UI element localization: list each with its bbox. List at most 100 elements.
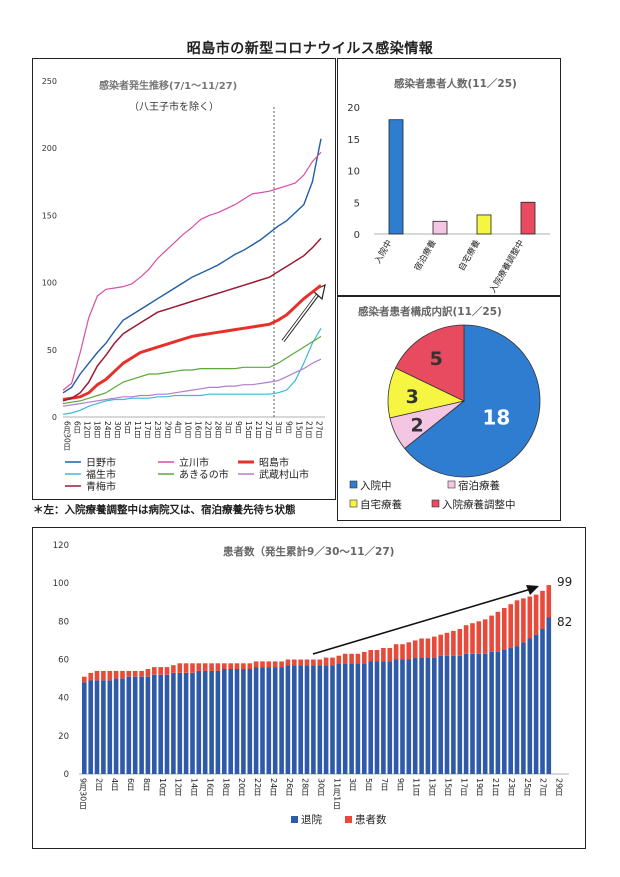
bar-patients — [241, 663, 246, 669]
bar-chart-panel: 感染者患者人数(11／25) 0 5 10 15 20 入院中 宿泊療養 自宅療養 入院療養調整中 — [337, 58, 561, 296]
bar-discharged — [489, 651, 494, 774]
y-tick-label: 0 — [354, 230, 360, 241]
line-series-hino — [62, 138, 322, 394]
bar-patients — [247, 663, 253, 669]
bar-discharged — [190, 672, 195, 774]
bar-patients — [209, 663, 214, 671]
bar-discharged — [88, 680, 93, 774]
bar-discharged — [393, 659, 399, 774]
x-tick-label: 11月1日 — [332, 778, 341, 810]
bar-patients — [285, 659, 291, 666]
legend-label: 武蔵村山市 — [259, 468, 309, 481]
x-tick-label: 28日 — [214, 421, 223, 439]
pie-legend-item: 宿泊療養 — [447, 479, 500, 492]
legend-item-ome: 青梅市 — [65, 480, 116, 493]
bar-discharged — [502, 650, 507, 774]
line-series-fussa — [62, 327, 322, 415]
bar-patients — [107, 670, 113, 681]
bar-patients — [94, 670, 100, 681]
bar-discharged — [387, 661, 393, 774]
bar-patients — [349, 653, 354, 664]
x-tick-label: 15日 — [244, 421, 253, 439]
x-tick-label: 9日 — [234, 421, 243, 434]
x-tick-label: 9日 — [284, 421, 293, 434]
legend-swatch — [431, 499, 440, 508]
bar-discharged — [279, 667, 284, 774]
legend-label: あきるの市 — [179, 468, 229, 481]
stacked-legend-item: 患者数 — [345, 813, 387, 826]
x-tick-label: 12日 — [174, 778, 183, 797]
bar-patients — [292, 659, 297, 666]
legend-swatch — [349, 480, 358, 489]
bar-patients — [489, 615, 494, 652]
legend-label: 青梅市 — [86, 480, 116, 493]
x-tick-label: 27日 — [315, 421, 324, 439]
bar-patients — [234, 663, 240, 669]
x-tick-label: 16日 — [205, 778, 214, 797]
bar-discharged — [419, 657, 424, 774]
bar-patients — [381, 648, 386, 662]
y-tick-label: 20 — [347, 103, 360, 114]
legend-swatch — [291, 816, 298, 823]
bar-patients — [470, 623, 475, 654]
bar-discharged — [82, 682, 87, 774]
x-tick-label: 17日 — [143, 421, 152, 439]
y-tick-label: 10 — [347, 167, 360, 178]
x-tick-label: 11日 — [133, 421, 142, 439]
bar-discharged — [266, 667, 272, 774]
bar-discharged — [120, 678, 125, 774]
bar-patients — [425, 638, 431, 658]
x-tick-label: 30日 — [317, 778, 326, 797]
legend-label: 日野市 — [86, 456, 116, 469]
x-tick-label: 22日 — [253, 778, 262, 797]
bar-4 — [520, 201, 536, 235]
pie-slice-1 — [404, 324, 541, 478]
bar-discharged — [349, 663, 354, 774]
x-tick-label: 26日 — [285, 778, 294, 797]
y-tick-label: 20 — [58, 732, 69, 742]
line-series-musashimurayama — [62, 358, 322, 407]
x-tick-label: 3日 — [274, 421, 283, 434]
line-chart-subtitle: （八王子市を除く） — [129, 100, 219, 113]
x-tick-label: 27日 — [264, 421, 273, 439]
y-tick-label: 5 — [354, 198, 360, 209]
bar-patients — [190, 663, 195, 673]
legend-item-fussa: 福生市 — [65, 468, 116, 481]
x-tick-label: 21日 — [254, 421, 263, 439]
legend-label: 立川市 — [179, 456, 209, 469]
bar-patients — [317, 659, 323, 666]
x-tick-label: 25日 — [523, 778, 532, 797]
x-tick-label: 6月30日 — [63, 421, 72, 451]
category-label: 入院中 — [372, 238, 394, 266]
legend-item-hino: 日野市 — [65, 456, 116, 469]
stacked-chart-panel: 患者数（発生累計9／30～11／27) 0 20 40 60 80 100 120 9月30日 2… — [32, 527, 586, 849]
x-tick-label: 29日 — [163, 421, 172, 439]
legend-item-akiruno: あきるの市 — [158, 468, 229, 481]
bar-patients — [342, 653, 348, 664]
x-tick-label: 15日 — [443, 778, 452, 797]
x-tick-label: 10日 — [158, 778, 167, 797]
bar-discharged — [183, 672, 189, 774]
bar-patients — [438, 634, 443, 656]
stacked-legend-item: 退院 — [291, 813, 322, 826]
bar-patients — [101, 670, 106, 681]
bar-patients — [260, 661, 265, 668]
annotation-discharged: 82 — [557, 615, 572, 629]
x-tick-label: 8日 — [142, 778, 151, 792]
bar-discharged — [222, 669, 227, 774]
bar-1 — [388, 119, 404, 235]
y-tick-label: 60 — [58, 656, 69, 666]
patient-count-bar-chart: 感染者患者人数(11／25) 0 5 10 15 20 入院中 宿泊療養 自宅療養 入院療養調整中 — [347, 77, 550, 295]
growth-arrow — [281, 283, 326, 343]
x-tick-label: 6日 — [73, 421, 82, 434]
pie-value-label: 18 — [482, 406, 510, 430]
x-tick-label: 30日 — [113, 421, 122, 439]
bar-discharged — [132, 676, 138, 774]
bar-discharged — [311, 665, 316, 774]
bar-patients — [502, 608, 507, 650]
y-tick-label: 80 — [58, 617, 69, 627]
bar-patients — [145, 669, 151, 677]
legend-label: 福生市 — [86, 468, 116, 481]
x-tick-label: 24日 — [103, 421, 112, 439]
